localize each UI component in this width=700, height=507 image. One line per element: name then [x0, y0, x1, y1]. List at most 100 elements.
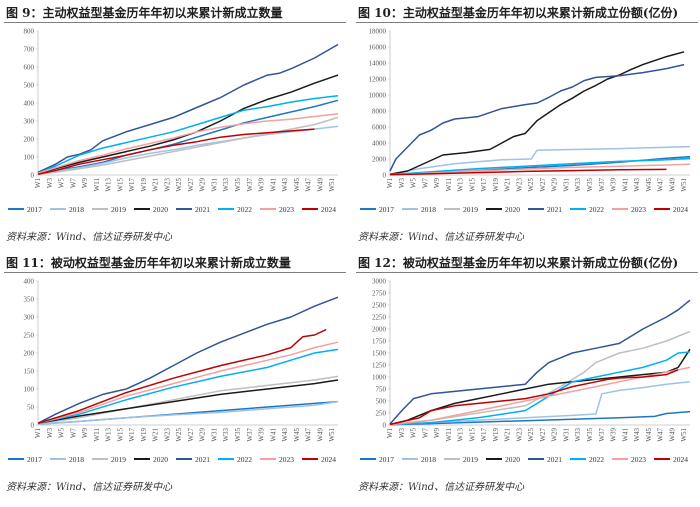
x-tick-label: W49 — [316, 428, 324, 442]
x-tick-label: W27 — [539, 178, 547, 192]
y-tick-label: 100 — [24, 386, 35, 394]
x-tick-label: W25 — [175, 428, 183, 442]
x-tick-label: W27 — [539, 428, 547, 442]
y-tick-label: 2000 — [372, 326, 387, 334]
x-tick-label: W11 — [445, 428, 453, 442]
x-tick-label: W51 — [680, 428, 688, 442]
y-tick-label: 2750 — [372, 290, 387, 298]
series-line-2022 — [389, 157, 691, 176]
series-line-2020 — [389, 348, 691, 426]
x-tick-label: W43 — [281, 178, 289, 192]
series-line-2022 — [37, 95, 339, 174]
legend-label-2023: 2023 — [631, 455, 646, 464]
y-tick-label: 0 — [31, 422, 35, 430]
legend-label-2023: 2023 — [631, 205, 646, 214]
y-tick-label: 100 — [24, 154, 35, 162]
x-tick-label: W17 — [480, 428, 488, 442]
series-line-2023 — [37, 113, 339, 174]
legend-label-2018: 2018 — [69, 455, 84, 464]
x-tick-label: W45 — [645, 428, 653, 442]
x-tick-label: W25 — [175, 178, 183, 192]
x-tick-label: W27 — [187, 178, 195, 192]
legend-label-2019: 2019 — [111, 455, 126, 464]
title-divider — [356, 272, 698, 273]
x-tick-label: W23 — [515, 178, 523, 192]
x-tick-label: W25 — [527, 178, 535, 192]
x-tick-label: W21 — [504, 178, 512, 192]
legend-label-2018: 2018 — [421, 205, 436, 214]
y-tick-label: 600 — [24, 64, 35, 72]
x-tick-label: W21 — [152, 428, 160, 442]
y-tick-label: 0 — [383, 172, 387, 180]
y-tick-label: 1500 — [372, 350, 387, 358]
x-tick-label: W49 — [316, 178, 324, 192]
chart-panel-3: 图 11：被动权益型基金历年年初以来累计新成立数量 0 50 100 150 200 25… — [4, 254, 346, 504]
x-tick-label: W5 — [58, 178, 66, 189]
x-tick-label: W11 — [93, 178, 101, 192]
x-tick-label: W13 — [457, 428, 465, 442]
series-line-2020 — [37, 379, 339, 424]
chart-title: 图 11：被动权益型基金历年年初以来累计新成立数量 — [6, 256, 291, 270]
x-tick-label: W5 — [410, 428, 418, 439]
x-tick-label: W51 — [680, 178, 688, 192]
x-tick-label: W5 — [58, 428, 66, 439]
x-tick-label: W43 — [633, 178, 641, 192]
x-tick-label: W7 — [421, 178, 429, 189]
series-line-2023 — [389, 366, 691, 426]
x-tick-label: W9 — [433, 428, 441, 439]
chart-area: 0 250 500 750 1000 1250 1500 1750 2000 2250 2500 27… — [360, 278, 691, 464]
x-tick-label: W35 — [234, 178, 242, 192]
x-tick-label: W29 — [551, 178, 559, 192]
x-tick-label: W15 — [116, 178, 124, 192]
x-tick-label: W49 — [668, 428, 676, 442]
legend-label-2022: 2022 — [589, 205, 604, 214]
x-tick-label: W33 — [574, 178, 582, 192]
series-line-2021 — [389, 299, 691, 425]
x-tick-label: W3 — [46, 178, 54, 189]
x-tick-label: W1 — [34, 178, 42, 189]
series-line-2022 — [37, 348, 339, 424]
chart-panel-4: 图 12：被动权益型基金历年年初以来累计新成立份额(亿份) 0 250 500 750… — [356, 254, 698, 504]
x-tick-label: W39 — [610, 428, 618, 442]
series-line-2022 — [389, 351, 691, 426]
x-tick-label: W7 — [69, 178, 77, 189]
series-line-2017 — [37, 99, 339, 175]
y-tick-label: 4000 — [372, 140, 387, 148]
x-tick-label: W33 — [574, 428, 582, 442]
x-tick-label: W39 — [258, 428, 266, 442]
x-tick-label: W37 — [246, 428, 254, 442]
x-tick-label: W41 — [269, 178, 277, 192]
series-line-2021 — [37, 296, 339, 424]
legend-label-2021: 2021 — [547, 205, 562, 214]
y-tick-label: 50 — [27, 404, 35, 412]
y-tick-label: 200 — [24, 136, 35, 144]
legend-label-2018: 2018 — [69, 205, 84, 214]
x-tick-label: W43 — [633, 428, 641, 442]
x-tick-label: W23 — [515, 428, 523, 442]
legend-label-2022: 2022 — [589, 455, 604, 464]
legend-label-2023: 2023 — [279, 205, 294, 214]
y-tick-label: 500 — [376, 398, 387, 406]
series-line-2021 — [37, 43, 339, 173]
x-tick-label: W45 — [293, 428, 301, 442]
y-tick-label: 0 — [383, 422, 387, 430]
x-tick-label: W17 — [480, 178, 488, 192]
x-tick-label: W19 — [492, 178, 500, 192]
y-tick-label: 250 — [24, 332, 35, 340]
x-tick-label: W13 — [105, 178, 113, 192]
source-note: 资料来源：Wind、信达证券研发中心 — [6, 482, 173, 493]
x-tick-label: W19 — [140, 428, 148, 442]
y-tick-label: 6000 — [372, 124, 387, 132]
x-tick-label: W39 — [258, 178, 266, 192]
title-divider — [4, 22, 346, 23]
title-divider — [356, 22, 698, 23]
chart-title: 图 9：主动权益型基金历年年初以来累计新成立数量 — [6, 6, 283, 20]
legend-label-2017: 2017 — [379, 205, 394, 214]
x-tick-label: W29 — [551, 428, 559, 442]
y-tick-label: 1250 — [372, 362, 387, 370]
x-tick-label: W17 — [128, 178, 136, 192]
x-tick-label: W31 — [210, 178, 218, 192]
x-tick-label: W9 — [81, 428, 89, 439]
y-tick-label: 800 — [24, 28, 35, 36]
series-line-2018 — [37, 400, 339, 426]
